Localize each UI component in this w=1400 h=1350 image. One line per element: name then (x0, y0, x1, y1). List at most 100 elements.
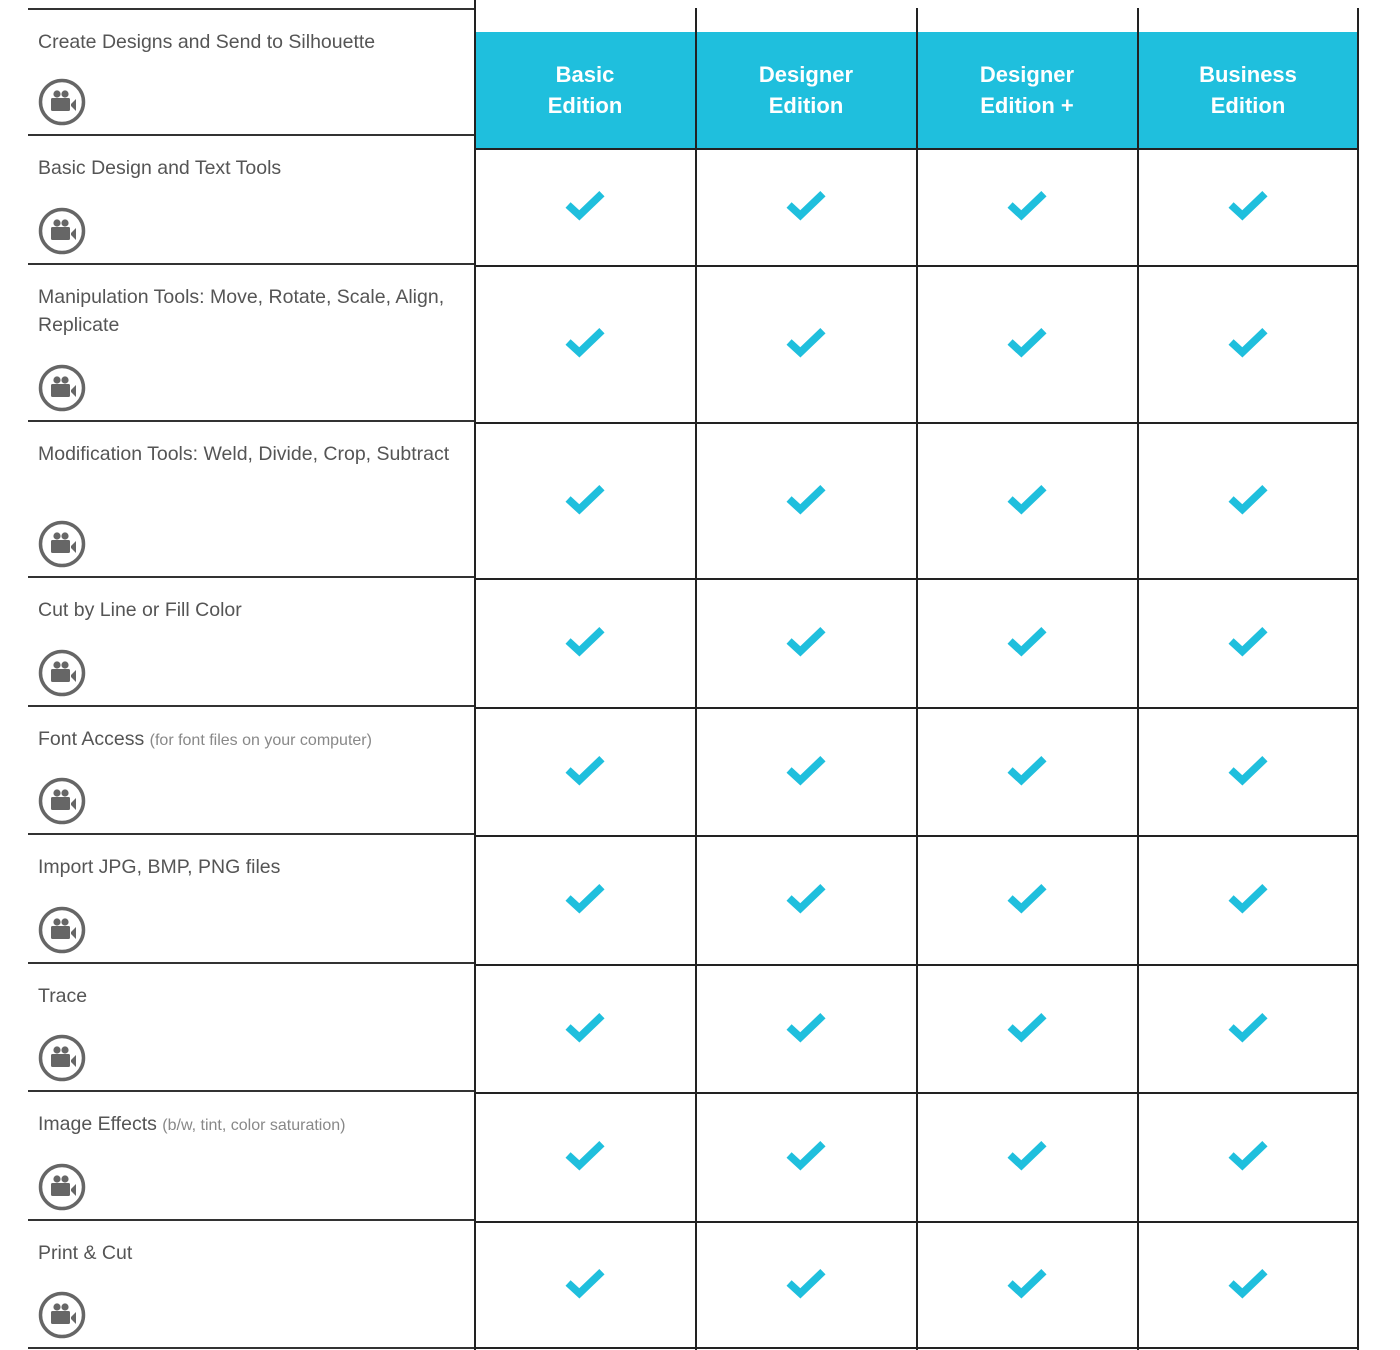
check-cell (696, 580, 917, 707)
checkmark-icon (1006, 189, 1048, 226)
video-camera-icon[interactable] (38, 1163, 86, 1211)
video-camera-icon[interactable] (38, 777, 86, 825)
checkmark-icon (1227, 189, 1269, 226)
check-cell (1137, 1094, 1358, 1221)
check-cell (1137, 709, 1358, 835)
checkmark-icon (564, 326, 606, 363)
checkmark-icon (1227, 483, 1269, 520)
check-cell (917, 267, 1138, 422)
feature-name: Print & Cut (38, 1242, 133, 1264)
video-camera-icon[interactable] (38, 78, 86, 126)
video-camera-icon[interactable] (38, 649, 86, 697)
column-divider (1357, 8, 1359, 1350)
video-camera-icon[interactable] (38, 207, 86, 255)
feature-name: Basic Design and Text Tools (38, 157, 282, 179)
checkmark-icon (1227, 625, 1269, 662)
checkmark-icon (1227, 1011, 1269, 1048)
video-camera-icon[interactable] (38, 906, 86, 954)
feature-note: (b/w, tint, color saturation) (162, 1117, 346, 1134)
checkmark-icon (785, 189, 827, 226)
checkmark-icon (1006, 1267, 1048, 1304)
checkmark-icon (1227, 1139, 1269, 1176)
check-cell (696, 966, 917, 1092)
feature-row: Trace (28, 964, 474, 1092)
check-cell (475, 150, 696, 265)
checkmark-icon (785, 1011, 827, 1048)
feature-label: Cut by Line or Fill Color (38, 596, 468, 624)
edition-header-cell: Designer Edition (696, 32, 917, 148)
checkmark-icon (1227, 326, 1269, 363)
feature-label: Basic Design and Text Tools (38, 154, 468, 182)
check-cell (696, 837, 917, 964)
check-cell (696, 709, 917, 835)
checkmark-icon (1227, 1267, 1269, 1304)
checkmark-icon (564, 1139, 606, 1176)
feature-label: Trace (38, 982, 468, 1010)
feature-name: Font Access (38, 728, 145, 750)
checkmark-icon (785, 625, 827, 662)
checkmark-icon (1006, 1011, 1048, 1048)
edition-header-cell: Designer Edition + (917, 32, 1138, 148)
check-cell (475, 966, 696, 1092)
check-cell (917, 1223, 1138, 1347)
column-divider (916, 8, 918, 1350)
checkmark-icon (1006, 882, 1048, 919)
checkmark-icon (564, 189, 606, 226)
checkmark-icon (785, 754, 827, 791)
check-cell (1137, 1223, 1358, 1347)
check-cell (475, 837, 696, 964)
checkmark-icon (564, 882, 606, 919)
check-cell (1137, 150, 1358, 265)
check-cell (917, 1094, 1138, 1221)
checkmark-icon (785, 326, 827, 363)
feature-label: Modification Tools: Weld, Divide, Crop, … (38, 440, 468, 468)
feature-name: Create Designs and Send to Silhouette (38, 31, 376, 53)
check-cell (1137, 424, 1358, 578)
check-cell (917, 424, 1138, 578)
feature-label: Manipulation Tools: Move, Rotate, Scale,… (38, 283, 468, 339)
checkmark-icon (1006, 754, 1048, 791)
checkmark-icon (564, 625, 606, 662)
check-cell (475, 580, 696, 707)
check-cell (1137, 837, 1358, 964)
check-cell (475, 267, 696, 422)
check-cell (917, 837, 1138, 964)
feature-name: Manipulation Tools: Move, Rotate, Scale,… (38, 286, 445, 336)
check-cell (475, 1223, 696, 1347)
feature-row: Create Designs and Send to Silhouette (28, 10, 474, 136)
checkmark-icon (564, 1011, 606, 1048)
checkmark-icon (1227, 882, 1269, 919)
column-divider (474, 0, 476, 1350)
feature-row: Modification Tools: Weld, Divide, Crop, … (28, 422, 474, 578)
column-divider (1137, 8, 1139, 1350)
checkmark-icon (1006, 326, 1048, 363)
checkmark-icon (564, 754, 606, 791)
video-camera-icon[interactable] (38, 1291, 86, 1339)
checkmark-icon (564, 1267, 606, 1304)
video-camera-icon[interactable] (38, 520, 86, 568)
checkmark-icon (1006, 483, 1048, 520)
feature-name: Import JPG, BMP, PNG files (38, 856, 281, 878)
feature-row: Manipulation Tools: Move, Rotate, Scale,… (28, 265, 474, 422)
check-cell (917, 709, 1138, 835)
feature-row: Cut by Line or Fill Color (28, 578, 474, 707)
check-cell (1137, 580, 1358, 707)
feature-name: Image Effects (38, 1113, 157, 1135)
feature-name: Cut by Line or Fill Color (38, 599, 242, 621)
check-cell (917, 966, 1138, 1092)
check-cell (696, 150, 917, 265)
check-cell (696, 1223, 917, 1347)
check-cell (696, 267, 917, 422)
video-camera-icon[interactable] (38, 1034, 86, 1082)
feature-row: Print & Cut (28, 1221, 474, 1349)
check-cell (1137, 267, 1358, 422)
feature-name: Modification Tools: Weld, Divide, Crop, … (38, 443, 450, 465)
checkmark-icon (785, 1267, 827, 1304)
feature-name: Trace (38, 985, 88, 1007)
check-cell (696, 424, 917, 578)
feature-label: Print & Cut (38, 1239, 468, 1267)
checkmark-icon (1227, 754, 1269, 791)
check-cell (917, 150, 1138, 265)
video-camera-icon[interactable] (38, 364, 86, 412)
feature-row: Image Effects (b/w, tint, color saturati… (28, 1092, 474, 1221)
